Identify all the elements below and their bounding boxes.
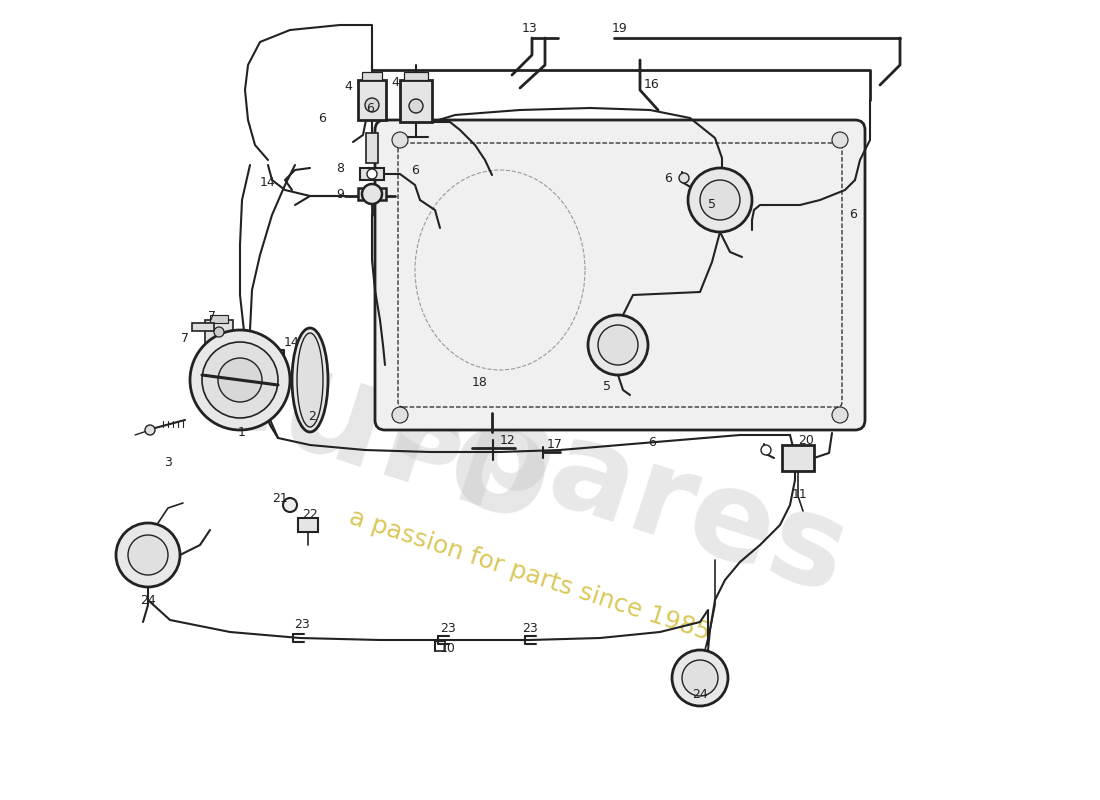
Bar (210, 315, 228, 323)
Text: 4: 4 (392, 75, 399, 89)
Text: 4: 4 (344, 79, 352, 93)
Bar (298, 518, 318, 532)
Circle shape (688, 168, 752, 232)
Text: 23: 23 (294, 618, 310, 631)
Bar (400, 80, 432, 122)
Text: 3: 3 (164, 455, 172, 469)
Circle shape (116, 523, 180, 587)
Circle shape (409, 99, 424, 113)
Text: spares: spares (378, 360, 861, 620)
Circle shape (672, 650, 728, 706)
Text: euro: euro (170, 305, 570, 555)
Text: 23: 23 (522, 622, 538, 634)
Circle shape (700, 180, 740, 220)
Text: 8: 8 (336, 162, 344, 174)
Circle shape (598, 325, 638, 365)
Text: 19: 19 (612, 22, 628, 34)
Circle shape (588, 315, 648, 375)
Circle shape (832, 407, 848, 423)
Bar (782, 445, 814, 471)
Text: 20: 20 (799, 434, 814, 446)
Circle shape (761, 445, 771, 455)
Text: 24: 24 (140, 594, 156, 606)
Text: 16: 16 (645, 78, 660, 91)
Text: a passion for parts since 1985: a passion for parts since 1985 (346, 505, 714, 645)
Text: 24: 24 (692, 689, 708, 702)
Circle shape (679, 173, 689, 183)
Circle shape (682, 660, 718, 696)
Text: 23: 23 (440, 622, 455, 634)
Circle shape (832, 132, 848, 148)
Bar (358, 188, 386, 200)
Text: 6: 6 (411, 163, 419, 177)
Circle shape (190, 330, 290, 430)
Bar (358, 80, 386, 120)
Text: 22: 22 (302, 507, 318, 521)
Text: 7: 7 (182, 331, 189, 345)
Text: 7: 7 (208, 310, 216, 322)
Text: 1: 1 (238, 426, 246, 438)
Text: 6: 6 (318, 111, 326, 125)
Text: 18: 18 (472, 375, 488, 389)
Text: 13: 13 (522, 22, 538, 34)
Ellipse shape (292, 328, 328, 432)
Bar (404, 72, 428, 80)
Circle shape (128, 535, 168, 575)
Text: 6: 6 (664, 171, 672, 185)
Text: 10: 10 (440, 642, 455, 654)
Circle shape (392, 407, 408, 423)
Text: 12: 12 (500, 434, 516, 446)
Text: 6: 6 (849, 209, 857, 222)
Text: 6: 6 (366, 102, 374, 114)
Text: 5: 5 (603, 379, 611, 393)
Text: 5: 5 (708, 198, 716, 211)
Circle shape (367, 169, 377, 179)
Bar (362, 72, 382, 80)
Text: 2: 2 (308, 410, 316, 423)
Circle shape (145, 425, 155, 435)
Circle shape (218, 358, 262, 402)
Circle shape (362, 184, 382, 204)
Bar (360, 168, 384, 180)
Bar (205, 320, 233, 345)
Text: 14: 14 (260, 177, 276, 190)
Ellipse shape (297, 333, 323, 427)
Circle shape (392, 132, 408, 148)
Text: 21: 21 (272, 491, 288, 505)
Circle shape (202, 342, 278, 418)
Text: 14: 14 (284, 335, 300, 349)
Circle shape (365, 98, 380, 112)
Text: 9: 9 (337, 189, 344, 202)
Circle shape (214, 327, 224, 337)
Text: 6: 6 (648, 435, 656, 449)
Text: 11: 11 (792, 489, 807, 502)
Bar (192, 323, 215, 331)
Text: 17: 17 (547, 438, 563, 451)
Circle shape (283, 498, 297, 512)
FancyBboxPatch shape (375, 120, 865, 430)
Bar (366, 133, 378, 163)
